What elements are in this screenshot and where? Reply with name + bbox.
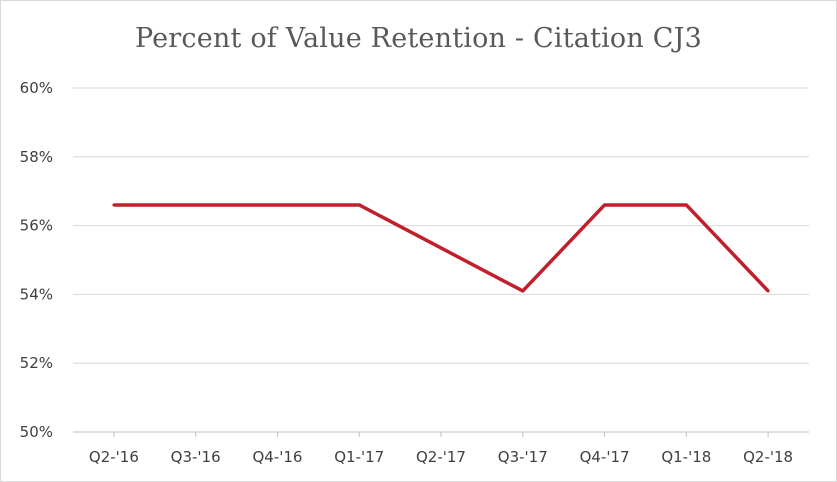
y-tick-label: 58% [20, 148, 53, 166]
gridlines [73, 87, 809, 364]
x-axis: Q2-'16 Q3-'16 Q4-'16 Q1-'17 Q2-'17 Q3-'17 Q4-'… [73, 431, 809, 466]
data-point [439, 246, 443, 250]
x-tick-label: Q1-'17 [334, 448, 384, 466]
data-point [521, 289, 525, 293]
y-tick-label: 56% [20, 217, 53, 235]
chart-title: Percent of Value Retention - Citation CJ… [134, 23, 703, 54]
y-tick-label: 52% [20, 354, 53, 372]
y-tick-label: 60% [20, 79, 53, 97]
data-point [603, 203, 607, 207]
data-point [766, 289, 770, 293]
x-tick-label: Q1-'18 [661, 448, 711, 466]
series-layer [112, 203, 770, 293]
x-tick-label: Q3-'16 [171, 448, 221, 466]
data-point [684, 203, 688, 207]
y-axis-tick-labels: 50% 52% 54% 56% 58% 60% [20, 79, 53, 441]
data-point [275, 203, 279, 207]
x-tick-label: Q4-'16 [252, 448, 302, 466]
data-point [194, 203, 198, 207]
y-tick-label: 50% [20, 423, 53, 441]
x-tick-label: Q2-'18 [743, 448, 793, 466]
x-tick-label: Q4-'17 [580, 448, 630, 466]
data-point [357, 203, 361, 207]
x-tick-label: Q2-'16 [89, 448, 139, 466]
x-tick-label: Q2-'17 [416, 448, 466, 466]
y-tick-label: 54% [20, 285, 53, 303]
x-tick-label: Q3-'17 [498, 448, 548, 466]
data-point [112, 203, 116, 207]
